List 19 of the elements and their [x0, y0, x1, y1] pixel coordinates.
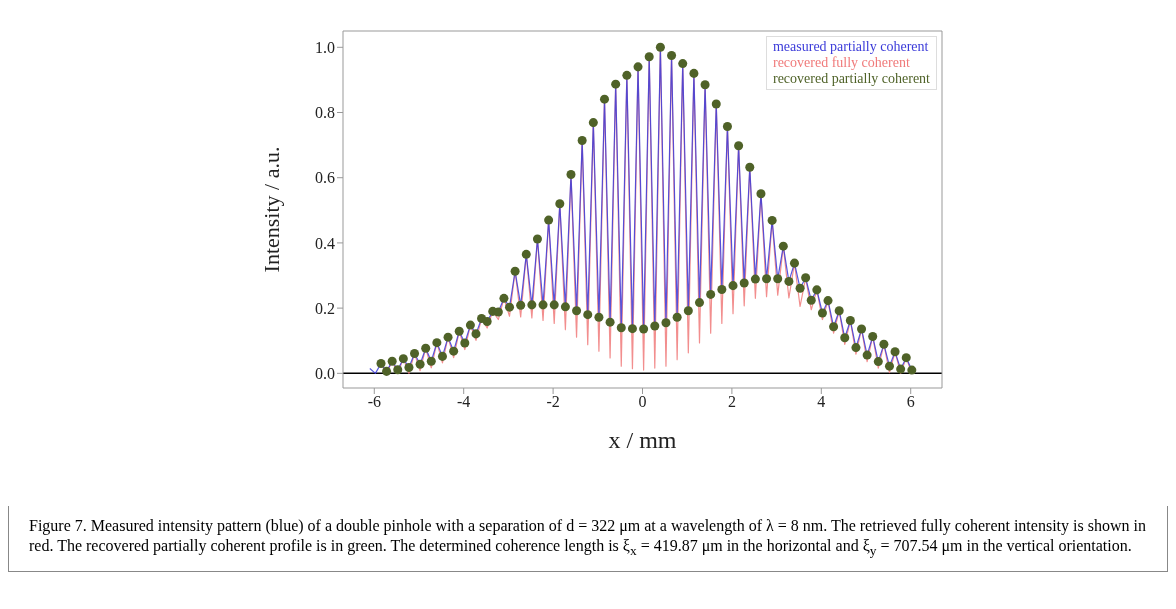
x-tick-label: 2: [727, 393, 736, 411]
x-tick-label: -4: [457, 393, 471, 411]
x-axis-title: x / mm: [608, 427, 677, 453]
y-tick-label: 1.0: [315, 38, 335, 56]
text: measured partially coherent: [772, 39, 930, 55]
y-tick-label: 0.0: [315, 365, 335, 383]
y-axis-title: Intensity / a.u.: [258, 146, 284, 273]
y-tick-label: 0.6: [315, 169, 335, 187]
x-tick-label: -2: [546, 393, 560, 411]
y-tick-label: 0.2: [315, 299, 335, 317]
x-tick-label: 4: [817, 393, 826, 411]
x-tick-label: -6: [367, 393, 381, 411]
text: recovered fully coherent: [772, 55, 911, 71]
y-tick-label: 0.8: [315, 104, 335, 122]
x-tick-label: 6: [906, 393, 915, 411]
text: recovered partially coherent: [772, 71, 930, 87]
x-tick-label: 0: [638, 393, 647, 411]
y-tick-label: 0.4: [315, 234, 335, 252]
caption: Figure 7. Measured intensity pattern (blue) of a double pinhole with a separation of d = 322 μm at a wavelength of λ = 8 nm. The retrieved fully coherent intensity is shown in red. The recovered partially coherent profile is in green. The determined coherence length is ξ$_{x}$ = 419.87 μm in the horizontal and ξ$_{y}$ = 707.54 μm in the vertical orientation.: [29, 516, 1147, 561]
